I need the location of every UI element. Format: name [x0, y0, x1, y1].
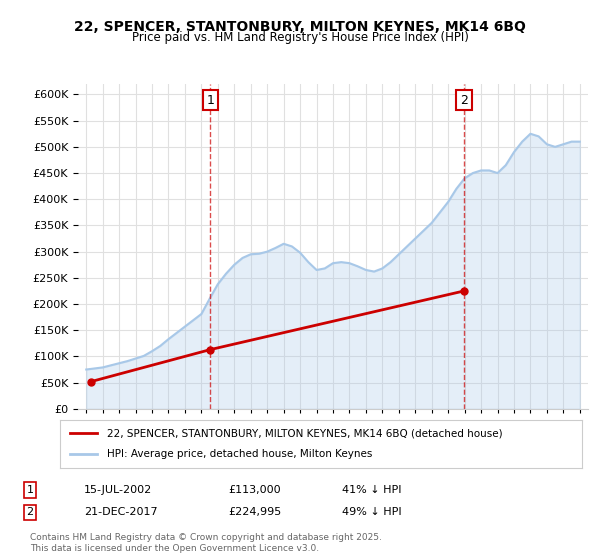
Text: £224,995: £224,995	[228, 507, 281, 517]
Text: 22, SPENCER, STANTONBURY, MILTON KEYNES, MK14 6BQ (detached house): 22, SPENCER, STANTONBURY, MILTON KEYNES,…	[107, 428, 503, 438]
Text: Contains HM Land Registry data © Crown copyright and database right 2025.
This d: Contains HM Land Registry data © Crown c…	[30, 534, 382, 553]
Text: HPI: Average price, detached house, Milton Keynes: HPI: Average price, detached house, Milt…	[107, 449, 373, 459]
Text: Price paid vs. HM Land Registry's House Price Index (HPI): Price paid vs. HM Land Registry's House …	[131, 31, 469, 44]
Text: £113,000: £113,000	[228, 485, 281, 495]
Text: 21-DEC-2017: 21-DEC-2017	[84, 507, 158, 517]
Text: 2: 2	[460, 94, 468, 107]
Text: 15-JUL-2002: 15-JUL-2002	[84, 485, 152, 495]
Text: 41% ↓ HPI: 41% ↓ HPI	[342, 485, 401, 495]
Text: 2: 2	[26, 507, 34, 517]
Text: 22, SPENCER, STANTONBURY, MILTON KEYNES, MK14 6BQ: 22, SPENCER, STANTONBURY, MILTON KEYNES,…	[74, 20, 526, 34]
Text: 1: 1	[206, 94, 214, 107]
Text: 1: 1	[26, 485, 34, 495]
Text: 49% ↓ HPI: 49% ↓ HPI	[342, 507, 401, 517]
